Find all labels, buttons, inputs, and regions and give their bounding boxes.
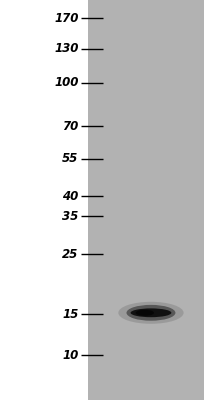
Text: 130: 130 [54,42,79,55]
Ellipse shape [136,310,154,316]
Ellipse shape [118,302,184,324]
Text: 170: 170 [54,12,79,24]
Bar [88,0,204,400]
Text: 15: 15 [62,308,79,320]
Text: 35: 35 [62,210,79,222]
Text: 40: 40 [62,190,79,202]
Text: 100: 100 [54,76,79,89]
Ellipse shape [131,308,171,317]
Text: 70: 70 [62,120,79,132]
Text: 55: 55 [62,152,79,165]
Text: 10: 10 [62,349,79,362]
Ellipse shape [126,305,175,321]
Text: 25: 25 [62,248,79,260]
